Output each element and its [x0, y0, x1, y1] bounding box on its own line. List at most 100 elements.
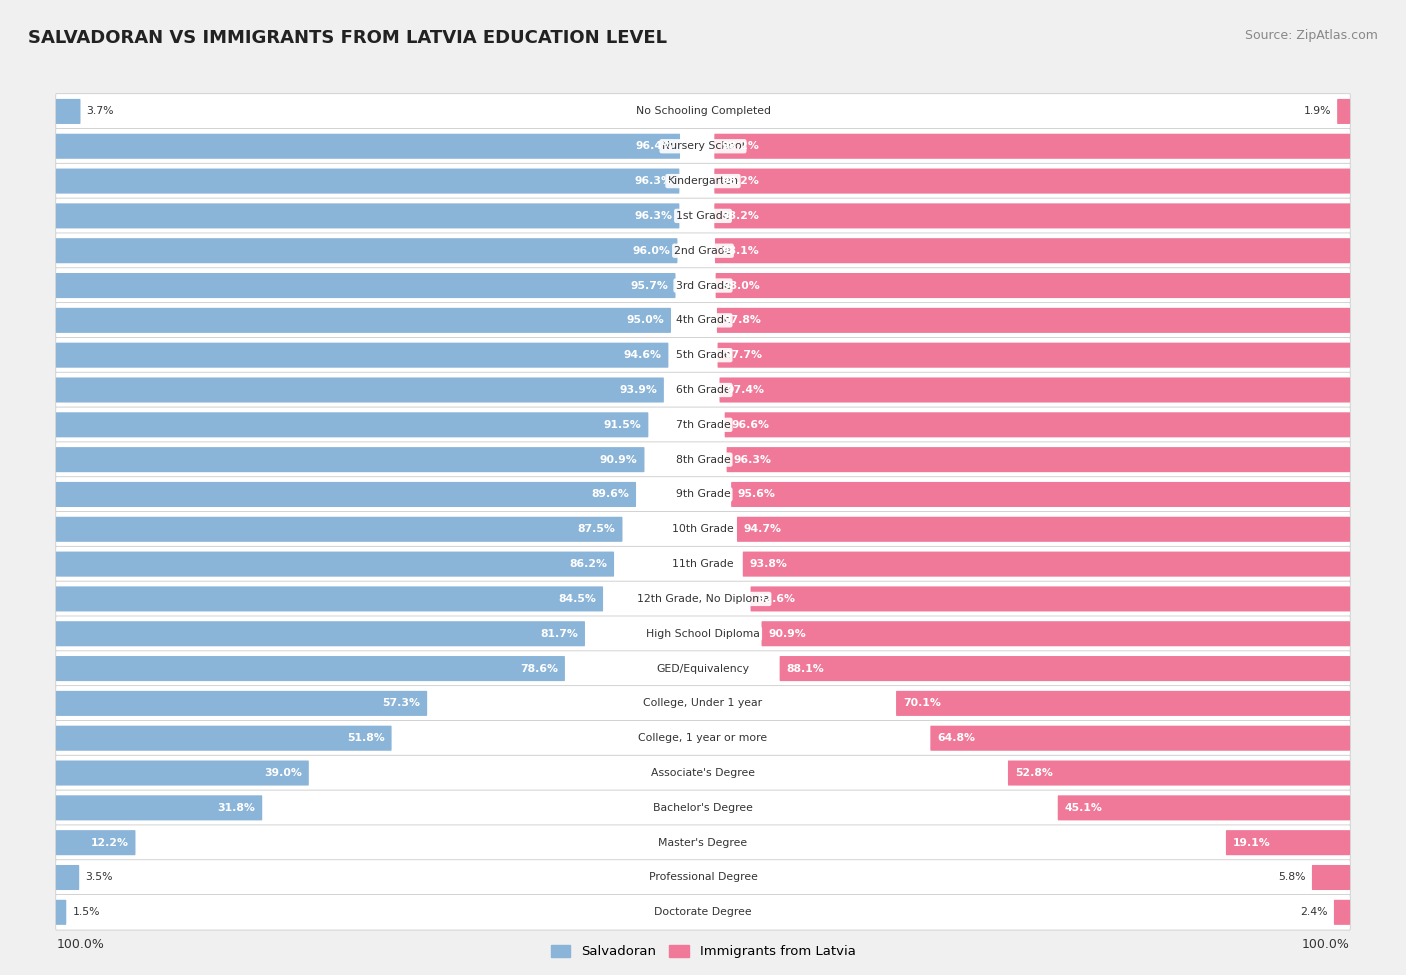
Text: Master's Degree: Master's Degree [658, 838, 748, 847]
Text: 87.5%: 87.5% [578, 525, 616, 534]
FancyBboxPatch shape [56, 691, 427, 716]
FancyBboxPatch shape [56, 725, 392, 751]
FancyBboxPatch shape [56, 198, 1350, 234]
Text: 100.0%: 100.0% [56, 938, 104, 951]
FancyBboxPatch shape [716, 273, 1350, 298]
FancyBboxPatch shape [56, 94, 1350, 129]
Text: 92.6%: 92.6% [758, 594, 796, 604]
Text: 19.1%: 19.1% [1233, 838, 1271, 847]
Text: 86.2%: 86.2% [569, 559, 607, 569]
Text: 11th Grade: 11th Grade [672, 559, 734, 569]
FancyBboxPatch shape [56, 825, 1350, 861]
FancyBboxPatch shape [1057, 796, 1350, 820]
Text: 39.0%: 39.0% [264, 768, 302, 778]
FancyBboxPatch shape [56, 169, 679, 194]
Text: 96.3%: 96.3% [634, 176, 672, 186]
Text: College, 1 year or more: College, 1 year or more [638, 733, 768, 743]
FancyBboxPatch shape [56, 204, 679, 228]
Text: 7th Grade: 7th Grade [676, 420, 730, 430]
FancyBboxPatch shape [56, 651, 1350, 686]
Text: 97.8%: 97.8% [724, 315, 762, 326]
Text: 78.6%: 78.6% [520, 664, 558, 674]
FancyBboxPatch shape [1226, 830, 1350, 855]
Text: 97.4%: 97.4% [727, 385, 765, 395]
FancyBboxPatch shape [56, 308, 671, 332]
Text: 1.5%: 1.5% [73, 908, 100, 917]
FancyBboxPatch shape [56, 546, 1350, 582]
FancyBboxPatch shape [716, 238, 1350, 263]
Text: 81.7%: 81.7% [540, 629, 578, 639]
Text: 93.8%: 93.8% [749, 559, 787, 569]
FancyBboxPatch shape [56, 685, 1350, 722]
FancyBboxPatch shape [56, 482, 636, 507]
Text: 93.9%: 93.9% [619, 385, 657, 395]
FancyBboxPatch shape [737, 517, 1350, 542]
FancyBboxPatch shape [56, 342, 668, 368]
FancyBboxPatch shape [742, 552, 1350, 576]
Text: GED/Equivalency: GED/Equivalency [657, 664, 749, 674]
Text: Bachelor's Degree: Bachelor's Degree [652, 802, 754, 813]
Text: 98.1%: 98.1% [721, 246, 759, 255]
Text: 98.2%: 98.2% [721, 141, 759, 151]
FancyBboxPatch shape [751, 586, 1350, 611]
Text: 51.8%: 51.8% [347, 733, 385, 743]
FancyBboxPatch shape [56, 621, 585, 646]
Text: 9th Grade: 9th Grade [676, 489, 730, 499]
Text: 57.3%: 57.3% [382, 698, 420, 709]
Text: SALVADORAN VS IMMIGRANTS FROM LATVIA EDUCATION LEVEL: SALVADORAN VS IMMIGRANTS FROM LATVIA EDU… [28, 29, 666, 47]
Text: 2nd Grade: 2nd Grade [675, 246, 731, 255]
Text: 98.2%: 98.2% [721, 211, 759, 221]
FancyBboxPatch shape [56, 900, 66, 925]
FancyBboxPatch shape [931, 725, 1350, 751]
Text: 84.5%: 84.5% [558, 594, 596, 604]
Text: 96.4%: 96.4% [636, 141, 673, 151]
Text: 91.5%: 91.5% [603, 420, 641, 430]
FancyBboxPatch shape [717, 308, 1350, 332]
Text: 6th Grade: 6th Grade [676, 385, 730, 395]
FancyBboxPatch shape [56, 760, 309, 786]
Text: 88.1%: 88.1% [786, 664, 824, 674]
FancyBboxPatch shape [56, 790, 1350, 826]
Text: 98.0%: 98.0% [723, 281, 761, 291]
Text: 3.7%: 3.7% [87, 106, 114, 116]
FancyBboxPatch shape [56, 412, 648, 438]
FancyBboxPatch shape [56, 616, 1350, 651]
Text: 98.2%: 98.2% [721, 176, 759, 186]
Legend: Salvadoran, Immigrants from Latvia: Salvadoran, Immigrants from Latvia [546, 940, 860, 963]
FancyBboxPatch shape [56, 830, 135, 855]
Text: 1.9%: 1.9% [1303, 106, 1331, 116]
Text: 89.6%: 89.6% [592, 489, 630, 499]
Text: High School Diploma: High School Diploma [647, 629, 759, 639]
FancyBboxPatch shape [56, 552, 614, 576]
FancyBboxPatch shape [56, 268, 1350, 303]
FancyBboxPatch shape [56, 477, 1350, 512]
Text: 94.7%: 94.7% [744, 525, 782, 534]
FancyBboxPatch shape [56, 442, 1350, 478]
Text: Nursery School: Nursery School [662, 141, 744, 151]
Text: 12.2%: 12.2% [90, 838, 129, 847]
FancyBboxPatch shape [56, 163, 1350, 199]
FancyBboxPatch shape [56, 895, 1350, 930]
FancyBboxPatch shape [762, 621, 1350, 646]
Text: 95.0%: 95.0% [627, 315, 664, 326]
Text: No Schooling Completed: No Schooling Completed [636, 106, 770, 116]
FancyBboxPatch shape [56, 129, 1350, 164]
FancyBboxPatch shape [56, 98, 80, 124]
FancyBboxPatch shape [720, 377, 1350, 403]
Text: 95.7%: 95.7% [631, 281, 669, 291]
FancyBboxPatch shape [714, 204, 1350, 228]
Text: 90.9%: 90.9% [600, 454, 638, 465]
FancyBboxPatch shape [56, 796, 263, 820]
FancyBboxPatch shape [714, 169, 1350, 194]
Text: 5th Grade: 5th Grade [676, 350, 730, 360]
Text: College, Under 1 year: College, Under 1 year [644, 698, 762, 709]
FancyBboxPatch shape [717, 342, 1350, 368]
FancyBboxPatch shape [56, 656, 565, 682]
Text: 96.0%: 96.0% [633, 246, 671, 255]
Text: 96.6%: 96.6% [731, 420, 769, 430]
FancyBboxPatch shape [714, 134, 1350, 159]
Text: 64.8%: 64.8% [938, 733, 976, 743]
Text: 1st Grade: 1st Grade [676, 211, 730, 221]
Text: Professional Degree: Professional Degree [648, 873, 758, 882]
Text: 45.1%: 45.1% [1064, 802, 1102, 813]
